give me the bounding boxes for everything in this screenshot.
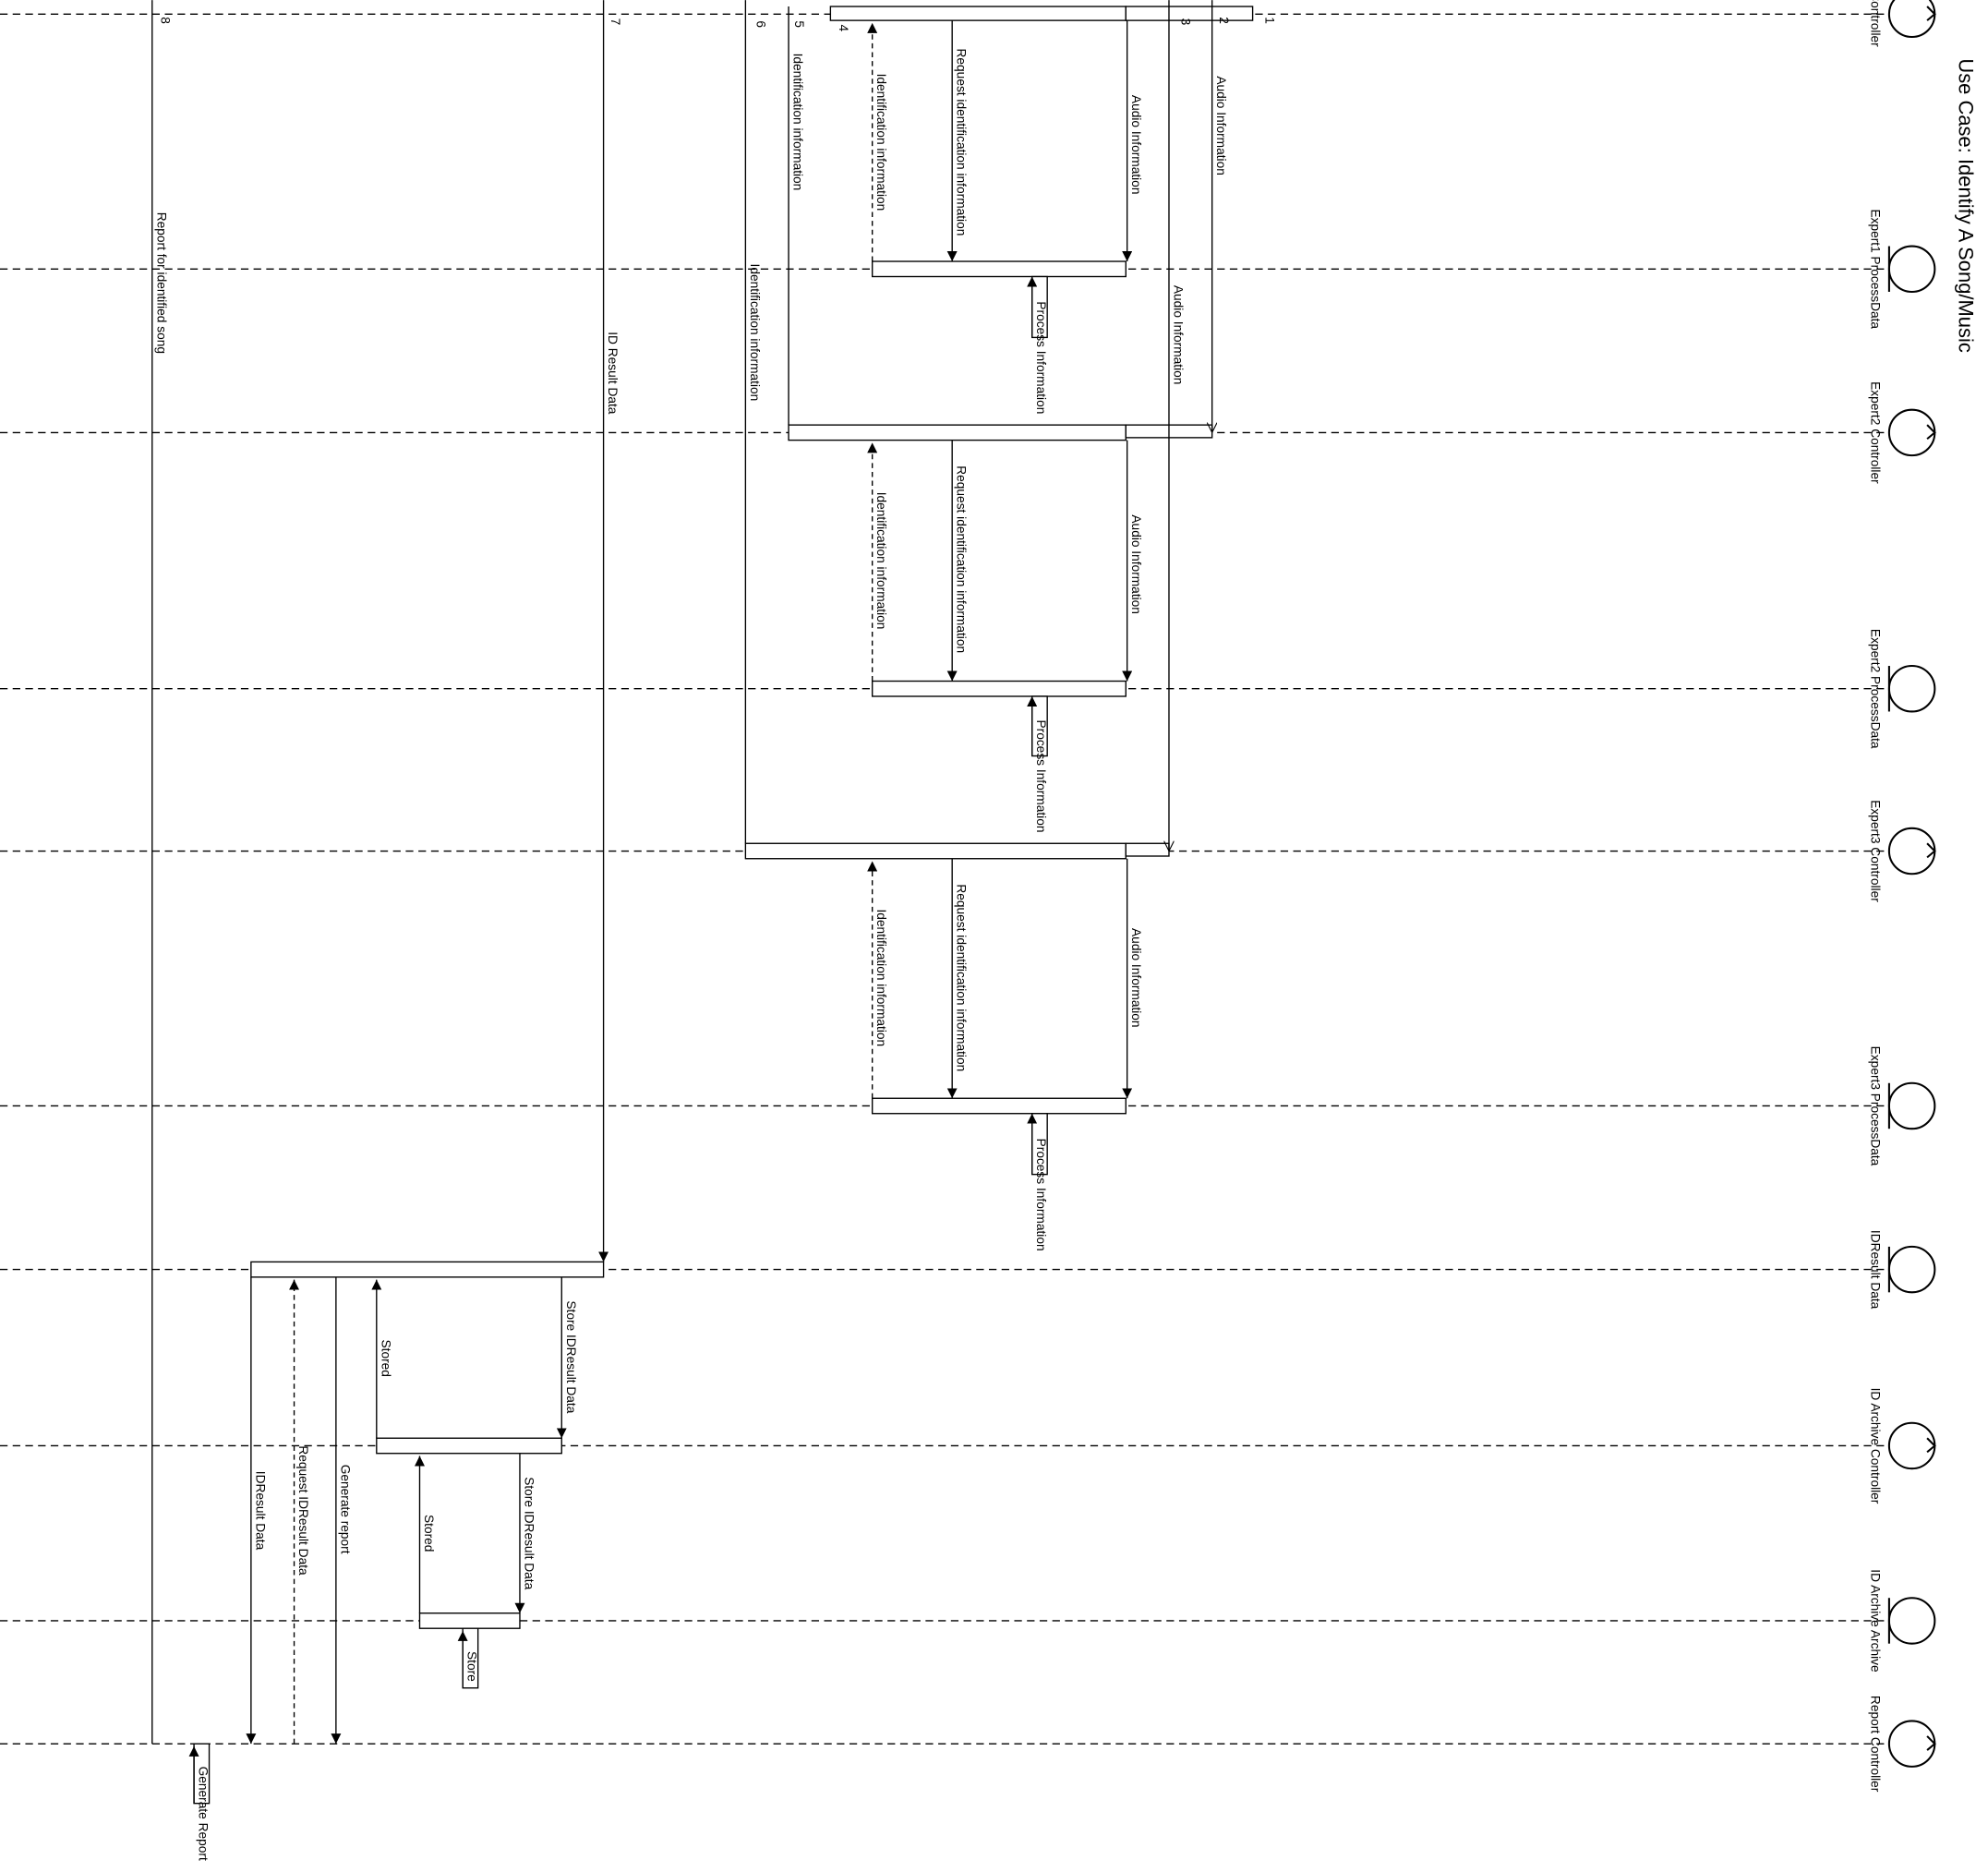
activation-bar: [871, 680, 1127, 697]
activation-bar: [376, 1437, 562, 1455]
message-label: Audio Information: [1129, 514, 1143, 614]
message-label: Request identification information: [955, 49, 969, 236]
lifeline-label: Expert3 Controller: [1869, 800, 1883, 902]
message-label: Process Information: [1034, 301, 1048, 414]
lifeline-icon: [1887, 1720, 1936, 1768]
activation-bar: [250, 1261, 605, 1278]
message-label: Identification information: [874, 74, 888, 211]
message-label: Generate Report: [197, 1767, 211, 1861]
lifeline-icon: [1887, 408, 1936, 457]
message-label: Identification information: [874, 909, 888, 1046]
message-label: Request identification information: [955, 465, 969, 653]
lifeline-label: Expert1 ProcessData: [1869, 209, 1883, 329]
message-label: Audio Information: [1129, 95, 1143, 195]
lifeline-label: ID Archive Controller: [1869, 1388, 1883, 1504]
lifeline-icon: [1926, 424, 1936, 441]
message-label: IDResult Data: [253, 1471, 267, 1551]
activation-bar: [1125, 6, 1254, 21]
activation-bar: [744, 842, 1127, 860]
lifeline-label: ID Archive Archive: [1869, 1569, 1883, 1673]
lifeline-icon: [1887, 1245, 1936, 1294]
lifeline-icon: [1887, 1597, 1936, 1645]
title: Use Case: Identify A Song/Music: [1954, 58, 1977, 353]
lifeline-icon: [1887, 1421, 1936, 1470]
message-label: Store IDResult Data: [522, 1477, 536, 1589]
message-label: Request identification information: [955, 884, 969, 1071]
lifeline-label: Expert2 Controller: [1869, 381, 1883, 484]
sequence-number: 5: [792, 20, 806, 28]
sequence-number: 6: [754, 20, 768, 28]
lifeline-icon: [1926, 1437, 1936, 1454]
message-label: Identification information: [791, 54, 805, 191]
lifeline-label: IDResult Data: [1869, 1230, 1883, 1310]
activation-bar: [788, 424, 1127, 441]
activation-bar: [1125, 842, 1170, 857]
message-label: Audio Information: [1214, 76, 1228, 175]
lifeline-icon: [1887, 665, 1936, 713]
sequence-number: 8: [158, 17, 172, 24]
message-label: Store: [465, 1651, 479, 1682]
lifeline-icon: [1926, 1735, 1936, 1751]
message-label: Audio Information: [1129, 928, 1143, 1028]
message-label: Identification information: [748, 264, 762, 402]
message-label: Stored: [379, 1340, 392, 1377]
lifeline-icon: [1887, 1081, 1936, 1130]
lifeline-icon: [1887, 245, 1936, 294]
lifeline-icon: [1926, 842, 1936, 859]
activation-bar: [871, 1097, 1127, 1115]
activation-bar: [871, 260, 1127, 278]
message-label: Process Information: [1034, 719, 1048, 832]
lifeline-label: 1 Controller: [1869, 0, 1883, 47]
message-label: Request IDResult Data: [296, 1445, 310, 1576]
sequence-number: 3: [1179, 18, 1193, 26]
sequence-number: 7: [608, 18, 622, 26]
message-label: Generate report: [338, 1465, 352, 1554]
lifeline-icon: [1887, 827, 1936, 876]
message-label: Process Information: [1034, 1139, 1048, 1251]
lifeline-icon: [1887, 0, 1936, 39]
lifeline-label: Expert2 ProcessData: [1869, 629, 1883, 749]
lifeline-icon: [1926, 6, 1936, 21]
message-label: Identification information: [874, 492, 888, 630]
message-label: ID Result Data: [606, 332, 620, 415]
message-label: Stored: [422, 1515, 436, 1552]
message-label: Audio Information: [1171, 285, 1185, 385]
message-label: Store IDResult Data: [564, 1300, 578, 1413]
lifeline-label: Report Controller: [1869, 1696, 1883, 1793]
message-label: Report for identified song: [154, 212, 168, 354]
activation-bar: [829, 6, 1127, 21]
lifeline-label: Expert3 ProcessData: [1869, 1046, 1883, 1166]
sequence-number: 4: [837, 25, 850, 32]
activation-bar: [418, 1612, 521, 1629]
sequence-number: 1: [1262, 17, 1276, 24]
sequence-number: 2: [1217, 17, 1231, 24]
